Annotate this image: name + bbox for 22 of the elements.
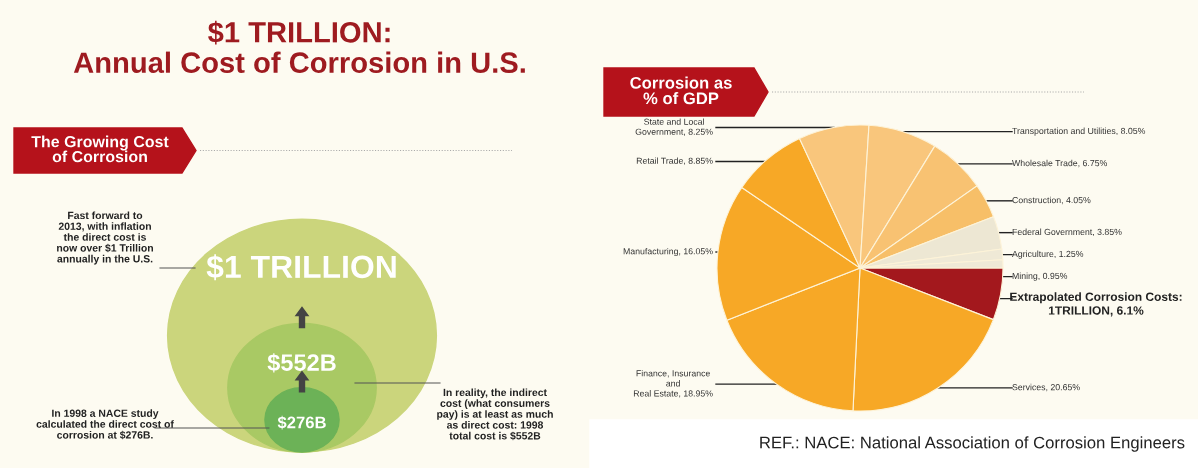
text: $1 TRILLION [206,254,396,281]
slice-label: Retail Trade, 8.85% [636,157,713,165]
slice-label: Transportation and Utilities, 8.05% [1012,127,1146,136]
slice-label: Construction, 4.05% [1012,196,1091,205]
slice-label: Agriculture, 1.25% [1012,250,1084,259]
text: $1 TRILLION: Annual Cost of Corrosion in U.S. [73,20,525,74]
chart-title: Corrosion as % of GDP [630,76,732,105]
slice-label: Manufacturing, 16.05% [623,247,713,257]
text: In 1998 a NACE study calculated the direct cost of corrosion at $276B. [36,409,174,440]
text: $552B [267,353,336,373]
text: The Growing Cost of Corrosion [31,135,169,163]
slice-label: Finance, Insurance and Real Estate, 18.95% [633,370,713,398]
slice-label: Wholesale Trade, 6.75% [1012,159,1108,168]
slice-label: Federal Government, 3.85% [1012,228,1122,237]
text: $276B [277,415,326,430]
text: In reality, the indirect cost (what consumers pay) is at least as much as direct cost: 1998 total cost is $552B [437,388,553,441]
slice-label: Extrapolated Corrosion Costs: 1TRILLION, 6.1% [1010,292,1182,317]
text: Fast forward to 2013, with inflation the direct cost is now over $1 Trillion annually in the U.S. [57,211,153,265]
slice-label: State and Local Government, 8.25% [635,118,713,136]
slice-label: Mining, 0.95% [1012,272,1068,281]
text: REF.: NACE: National Association of Corrosion Engineers [760,436,1185,452]
slice-label: Services, 20.65% [1012,383,1080,392]
